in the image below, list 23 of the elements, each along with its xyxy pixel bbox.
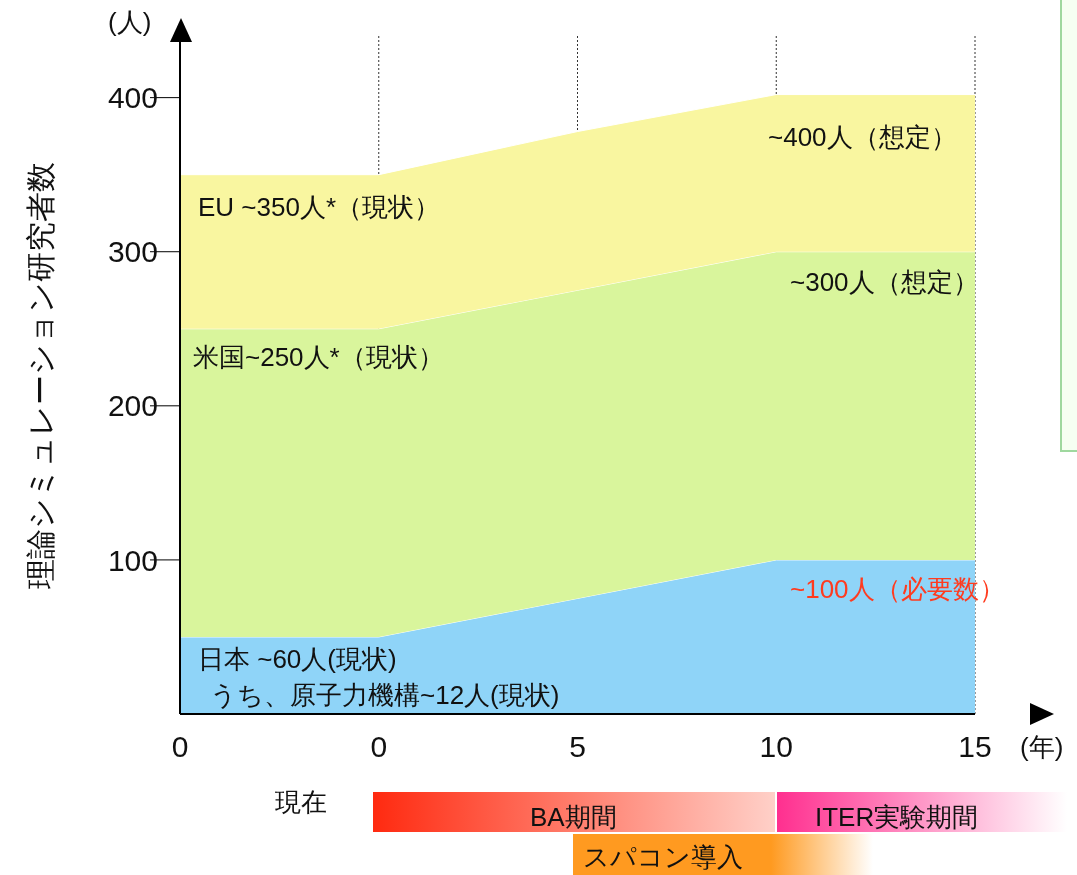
annotation: EU ~350人*（現状） <box>198 191 441 224</box>
y-tick-label: 400 <box>107 81 158 115</box>
text: BA期間 <box>530 801 617 834</box>
y-tick-label: 100 <box>107 543 158 577</box>
text: スパコン導入 <box>583 841 743 874</box>
text: 現在 <box>275 786 327 819</box>
annotation: 米国~250人*（現状） <box>193 341 444 374</box>
annotation: 日本 ~60人(現状) <box>198 643 397 676</box>
x-tick-label: 0 <box>370 730 388 764</box>
annotation: ~400人（想定） <box>768 121 957 154</box>
text: (年) <box>1020 731 1064 764</box>
y-tick-label: 200 <box>107 389 158 423</box>
annotation: うち、原子力機構~12人(現状) <box>210 679 560 712</box>
x-tick-label: 0 <box>171 730 189 764</box>
annotation: ~300人（想定） <box>790 266 979 299</box>
text: ITER実験期間 <box>815 801 979 834</box>
y-axis-title: 理論シミュレーション研究者数 <box>23 161 57 589</box>
annotation: ~100人（必要数） <box>790 573 1005 606</box>
y-tick-label: 300 <box>107 235 158 269</box>
text: (人) <box>108 6 152 39</box>
x-tick-label: 10 <box>759 730 793 764</box>
x-tick-label: 5 <box>569 730 586 764</box>
x-tick-label: 15 <box>958 730 992 764</box>
